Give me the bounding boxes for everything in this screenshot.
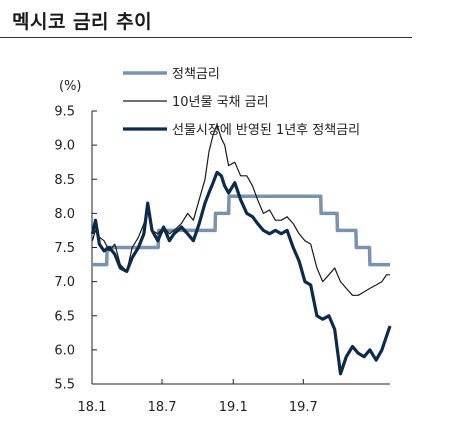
y-tick-label: 9.5 xyxy=(54,105,75,120)
x-tick-label: 18.1 xyxy=(78,400,107,415)
axes: 9.5 9.0 8.5 8.0 7.5 7.0 6.5 6.0 5.518.1 18.7 19.1 1… xyxy=(54,105,390,415)
y-tick-label: 6.0 xyxy=(54,343,75,358)
legend-label-1: 10년물 국채 금리 xyxy=(172,95,269,110)
y-tick-label: 7.5 xyxy=(54,241,75,256)
legend-label-2: 선물시장에 반영된 1년후 정책금리 xyxy=(172,123,360,138)
title-divider xyxy=(0,37,412,38)
x-tick-label: 18.7 xyxy=(148,400,177,415)
y-axis-unit-label: (%) xyxy=(59,79,82,94)
series-layer xyxy=(90,123,392,376)
y-tick-label: 8.0 xyxy=(54,207,75,222)
legend-label-0: 정책금리 xyxy=(172,67,220,82)
y-tick-label: 5.5 xyxy=(54,378,75,393)
series-line-0 xyxy=(92,194,390,267)
x-tick-label: 19.1 xyxy=(219,400,248,415)
series-line-2 xyxy=(90,170,392,376)
series-line-1 xyxy=(91,123,390,296)
chart-title: 멕시코 금리 추이 xyxy=(12,11,153,33)
y-tick-label: 9.0 xyxy=(54,139,75,154)
y-tick-label: 7.0 xyxy=(54,275,75,290)
x-tick-label: 19.7 xyxy=(289,400,318,415)
y-tick-label: 8.5 xyxy=(54,173,75,188)
y-tick-label: 6.5 xyxy=(54,309,75,324)
